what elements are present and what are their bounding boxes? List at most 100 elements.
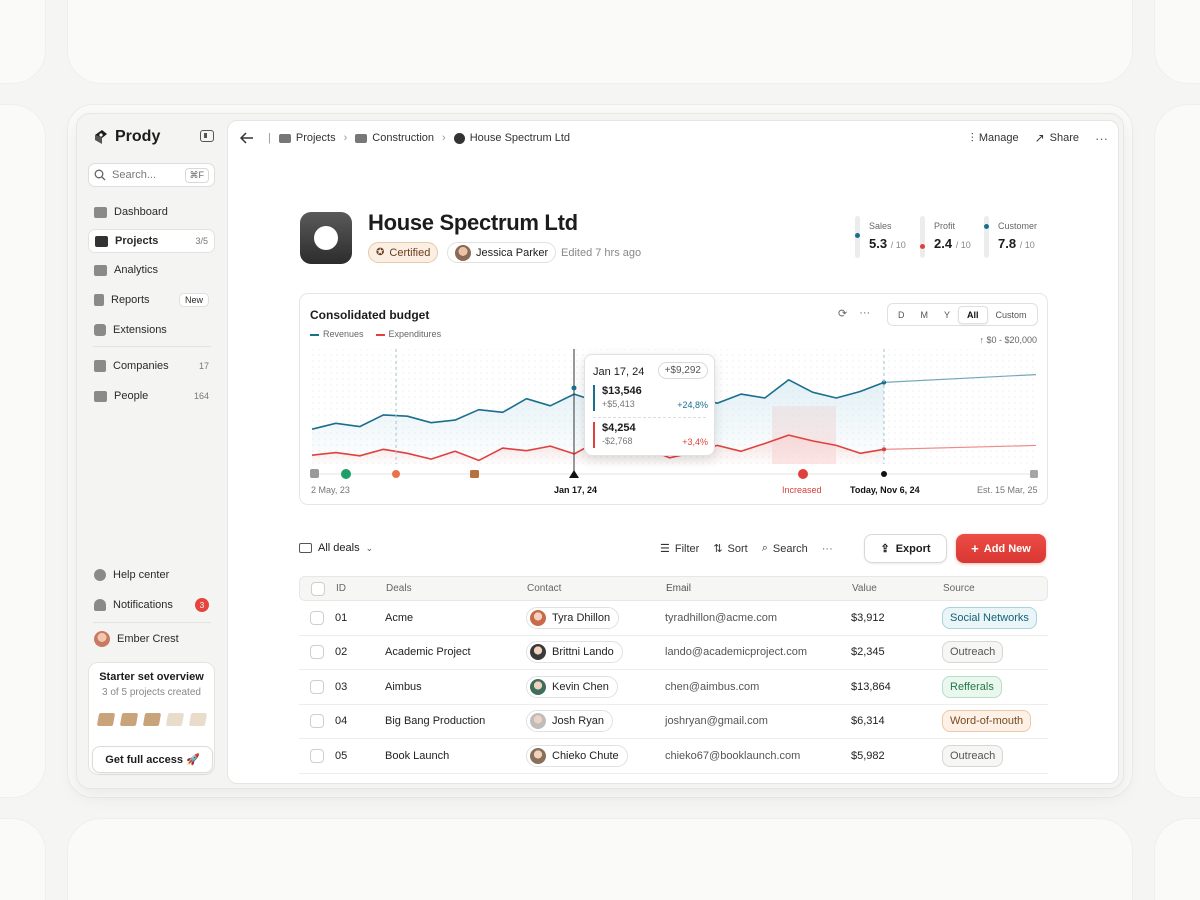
row-checkbox[interactable] — [310, 748, 324, 763]
manage-label: Manage — [978, 132, 1019, 144]
contact-chip[interactable]: Kevin Chen — [526, 675, 618, 698]
user-name: Ember Crest — [117, 633, 179, 645]
sidebar-item-people[interactable]: People 164 — [88, 384, 215, 408]
user-account[interactable]: Ember Crest — [88, 627, 215, 651]
contact-cell: Brittni Lando — [526, 641, 665, 664]
contact-cell: Kevin Chen — [526, 675, 665, 698]
chart-tools: ⟳ ··· — [838, 307, 870, 320]
deals-view-select[interactable]: All deals ⌄ — [299, 542, 373, 554]
range-tabs: D M Y All Custom — [887, 303, 1038, 326]
row-checkbox[interactable] — [310, 610, 324, 625]
table-row[interactable]: 05 Book Launch Chieko Chute chieko67@bookla… — [299, 739, 1048, 774]
contact-chip[interactable]: Brittni Lando — [526, 641, 623, 664]
search-button[interactable]: ⌕ Search — [762, 542, 808, 555]
folder-icon — [142, 713, 162, 726]
avatar — [530, 644, 546, 661]
column-header[interactable]: Email — [666, 583, 692, 594]
sidebar-divider — [93, 622, 211, 623]
breadcrumb-label: House Spectrum Ltd — [469, 132, 570, 144]
deal-name[interactable]: Big Bang Production — [385, 715, 486, 728]
collapse-sidebar-icon[interactable] — [200, 130, 214, 142]
checkbox-cell — [299, 610, 335, 625]
contact-chip[interactable]: Tyra Dhillon — [526, 606, 620, 629]
sidebar-item-dashboard[interactable]: Dashboard — [88, 200, 215, 224]
brand[interactable]: Prody — [93, 128, 160, 146]
background-card — [0, 104, 46, 798]
contact-email[interactable]: lando@academicproject.com — [665, 646, 808, 659]
search-shortcut: ⌘F — [184, 167, 209, 183]
table-row[interactable]: 02 Academic Project Brittni Lando lando@aca… — [299, 636, 1048, 670]
row-checkbox[interactable] — [310, 714, 324, 729]
sidebar-item-projects[interactable]: Projects 3/5 — [88, 229, 215, 253]
column-header[interactable]: Source — [943, 583, 975, 594]
sidebar-item-extensions[interactable]: Extensions — [88, 318, 215, 342]
sidebar-item-help-center[interactable]: Help center — [88, 563, 215, 587]
deal-name[interactable]: Acme — [385, 611, 414, 624]
briefcase-event-icon — [470, 470, 479, 478]
sort-label: Sort — [727, 542, 748, 555]
breadcrumb-current[interactable]: House Spectrum Ltd — [453, 132, 570, 144]
today-marker — [881, 471, 887, 477]
app-window: Prody Search... ⌘F Dashboard Projects 3/… — [76, 113, 1124, 789]
folder-icon — [119, 713, 139, 726]
breadcrumb-construction[interactable]: Construction — [355, 132, 434, 144]
range-tab-d[interactable]: D — [898, 309, 905, 320]
column-header[interactable]: Contact — [527, 583, 562, 594]
sidebar: Prody Search... ⌘F Dashboard Projects 3/… — [77, 114, 227, 788]
contact-email[interactable]: tyradhillon@acme.com — [665, 611, 778, 624]
column-header[interactable]: Deals — [386, 583, 412, 594]
row-checkbox[interactable] — [310, 645, 324, 660]
sidebar-item-label: Companies — [113, 360, 169, 372]
add-new-button[interactable]: + Add New — [956, 534, 1046, 563]
background-card — [0, 0, 46, 84]
document-icon — [94, 294, 104, 306]
share-button[interactable]: ↗ Share — [1035, 131, 1079, 145]
manage-button[interactable]: ⫶ Manage — [971, 131, 1019, 146]
contact-email[interactable]: chen@aimbus.com — [665, 680, 760, 693]
source-cell: Outreach — [942, 641, 1048, 664]
deal-name[interactable]: Academic Project — [385, 646, 471, 659]
chart-more-icon[interactable]: ··· — [859, 307, 871, 319]
stat-value: 5.3 / 10 — [869, 236, 906, 251]
back-arrow-icon[interactable] — [240, 132, 254, 144]
column-header[interactable]: Value — [852, 583, 877, 594]
refresh-icon[interactable]: ⟳ — [838, 308, 848, 320]
table-body: 01 Acme Tyra Dhillon tyradhillon@acme.com $3… — [299, 601, 1048, 774]
sort-button[interactable]: ⇅ Sort — [713, 542, 748, 556]
more-menu-icon[interactable]: ··· — [1095, 130, 1108, 146]
sidebar-item-notifications[interactable]: Notifications 3 — [88, 593, 215, 617]
search-placeholder: Search... — [112, 169, 157, 181]
contact-name: Josh Ryan — [552, 715, 604, 728]
starter-subtitle: 3 of 5 projects created — [102, 687, 201, 698]
sidebar-item-companies[interactable]: Companies 17 — [88, 354, 215, 378]
range-tab-m[interactable]: M — [920, 309, 929, 320]
select-all-checkbox[interactable] — [311, 581, 325, 596]
sidebar-divider — [93, 346, 211, 347]
contact-chip[interactable]: Josh Ryan — [526, 710, 613, 733]
filter-button[interactable]: ☰ Filter — [660, 542, 699, 556]
table-more-icon[interactable]: ··· — [821, 542, 833, 555]
range-tab-y[interactable]: Y — [944, 309, 951, 320]
avatar — [94, 631, 110, 647]
owner-chip[interactable]: Jessica Parker — [447, 242, 557, 263]
table-row[interactable]: 01 Acme Tyra Dhillon tyradhillon@acme.com $3… — [299, 601, 1048, 636]
deal-name[interactable]: Book Launch — [385, 749, 450, 762]
contact-email[interactable]: chieko67@booklaunch.com — [665, 749, 801, 762]
export-button[interactable]: ⇪ Export — [864, 534, 947, 563]
get-full-access-button[interactable]: Get full access 🚀 — [92, 746, 213, 773]
row-checkbox[interactable] — [310, 679, 324, 694]
range-tab-custom[interactable]: Custom — [995, 309, 1027, 320]
table-row[interactable]: 04 Big Bang Production Josh Ryan joshryan@g… — [299, 705, 1048, 739]
breadcrumb-projects[interactable]: Projects — [278, 132, 336, 144]
column-header[interactable]: ID — [336, 583, 346, 594]
stat-bar — [984, 216, 989, 258]
sidebar-search-input[interactable]: Search... ⌘F — [88, 163, 215, 187]
contact-email[interactable]: joshryan@gmail.com — [665, 715, 768, 728]
sidebar-item-analytics[interactable]: Analytics — [88, 258, 215, 282]
contact-chip[interactable]: Chieko Chute — [526, 744, 628, 767]
range-tab-all[interactable]: All — [958, 305, 988, 324]
deal-id: 01 — [335, 611, 348, 624]
deal-name[interactable]: Aimbus — [385, 680, 422, 693]
sidebar-item-reports[interactable]: Reports New — [88, 288, 215, 312]
table-row[interactable]: 03 Aimbus Kevin Chen chen@aimbus.com $13,864… — [299, 670, 1048, 705]
